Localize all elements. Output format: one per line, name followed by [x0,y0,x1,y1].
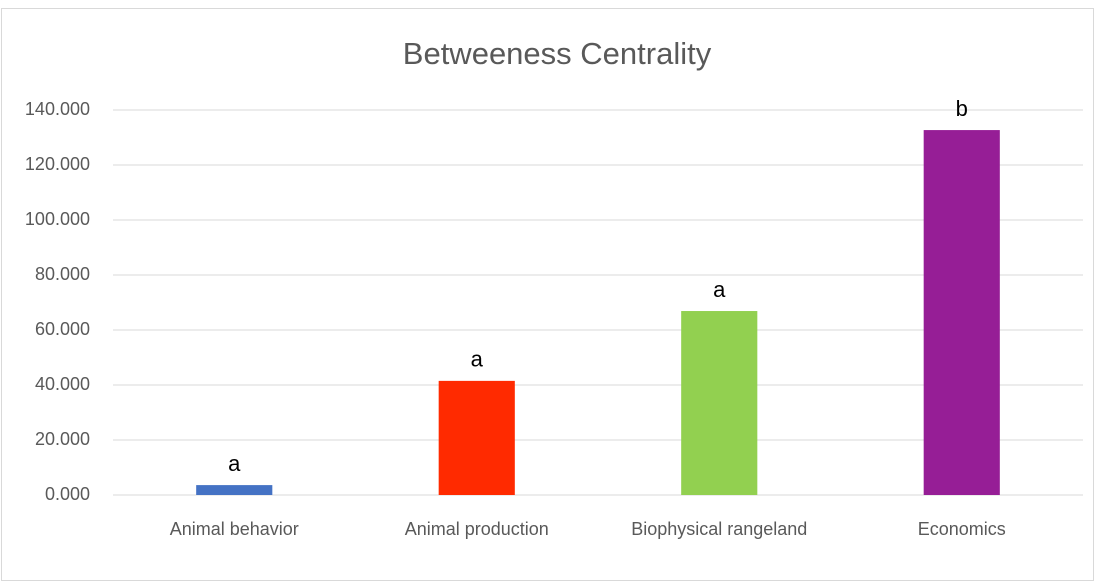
bar-annotation: b [956,96,968,121]
bar [196,485,273,495]
bar-annotation: a [713,277,726,302]
y-tick-label: 40.000 [35,374,90,394]
x-tick-label: Animal production [405,519,549,539]
y-tick-label: 20.000 [35,429,90,449]
bar-annotation: a [228,451,241,476]
x-tick-label: Economics [918,519,1006,539]
bar [681,311,758,495]
x-tick-label: Animal behavior [170,519,299,539]
x-tick-label: Biophysical rangeland [631,519,807,539]
y-tick-label: 0.000 [45,484,90,504]
y-tick-label: 140.000 [25,99,90,119]
bar-annotation: a [471,347,484,372]
chart-border [1,8,1094,581]
y-tick-label: 60.000 [35,319,90,339]
bar [438,380,515,495]
y-tick-label: 80.000 [35,264,90,284]
bar [923,130,1000,495]
chart-title: Betweeness Centrality [403,36,712,71]
y-tick-label: 120.000 [25,154,90,174]
y-tick-label: 100.000 [25,209,90,229]
